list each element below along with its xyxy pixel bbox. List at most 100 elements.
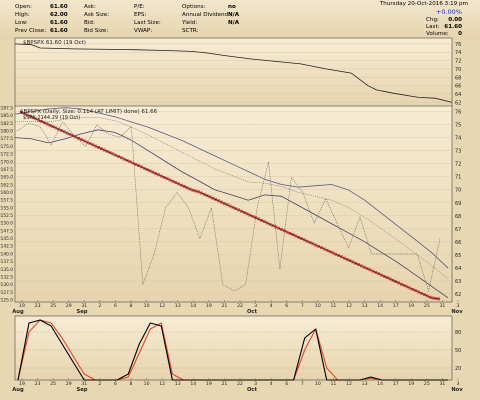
main-y-right-tick: 67 bbox=[455, 227, 461, 233]
osc-x-tick-label: 23 bbox=[35, 381, 41, 387]
pf-box bbox=[240, 209, 243, 213]
pf-box bbox=[331, 251, 335, 255]
pf-box bbox=[111, 152, 115, 156]
pf-box bbox=[371, 269, 375, 273]
row2-l3: EPS: bbox=[134, 12, 147, 18]
pf-box bbox=[391, 278, 395, 282]
pf-box bbox=[317, 245, 320, 248]
osc-x-tick-label: 31 bbox=[439, 381, 445, 387]
pf-box bbox=[242, 211, 246, 214]
pf-box bbox=[94, 144, 98, 148]
pf-box bbox=[205, 194, 209, 197]
pf-box bbox=[65, 131, 69, 135]
pf-box bbox=[234, 207, 238, 210]
main-x-tick-label: 12 bbox=[159, 303, 165, 309]
pf-box bbox=[337, 254, 340, 257]
main-y-right-tick: 74 bbox=[455, 136, 461, 142]
main-x-tick-label: 19 bbox=[408, 303, 414, 309]
volume-label: Volume: bbox=[426, 31, 449, 37]
chg-value: 0.00 bbox=[448, 17, 462, 23]
pf-box bbox=[271, 224, 275, 227]
pf-box bbox=[160, 174, 163, 178]
main-x-tick-label: 13 bbox=[175, 303, 181, 309]
pf-box bbox=[222, 202, 226, 205]
main-x-tick-label: 8 bbox=[130, 303, 133, 309]
pf-box bbox=[382, 274, 386, 278]
pf-box bbox=[437, 297, 440, 301]
main-y-left-tick: 2175.0 bbox=[0, 144, 13, 150]
pf-box bbox=[140, 165, 143, 169]
top-title: $BPSPX 61.60 (19 Oct) bbox=[23, 40, 86, 46]
row1-v1: 61.60 bbox=[50, 4, 68, 10]
main-y-left-tick: 2137.5 bbox=[0, 259, 13, 265]
series-band-1 bbox=[14, 129, 449, 299]
pf-box bbox=[354, 261, 358, 265]
row3-v1: 61.60 bbox=[50, 20, 68, 26]
main-y-left-tick: 2185.0 bbox=[0, 113, 13, 119]
row4-l4: SCTR: bbox=[182, 28, 199, 34]
pf-box bbox=[405, 285, 409, 289]
pf-box bbox=[422, 293, 426, 296]
pf-box bbox=[60, 129, 63, 132]
pf-box bbox=[82, 139, 86, 143]
pf-box bbox=[105, 149, 109, 153]
pf-box bbox=[225, 203, 229, 207]
row1-l4: Options: bbox=[182, 4, 206, 10]
pf-box bbox=[137, 164, 140, 167]
osc-x-tick-label: 25 bbox=[424, 381, 430, 387]
pf-box bbox=[308, 241, 312, 244]
pf-box bbox=[402, 284, 406, 287]
pf-box bbox=[434, 297, 438, 300]
pf-box bbox=[300, 237, 303, 240]
series-bpspx-main bbox=[19, 111, 441, 300]
top-y-tick: 72 bbox=[455, 59, 461, 65]
main-y-left-tick: 2157.5 bbox=[0, 198, 13, 204]
pf-box bbox=[217, 199, 220, 203]
row4-v1: 61.60 bbox=[50, 28, 68, 34]
osc-x-tick-label: 6 bbox=[114, 381, 117, 387]
main-x-tick-label: 19 bbox=[206, 303, 212, 309]
main-panel bbox=[14, 105, 453, 303]
pf-box bbox=[42, 121, 46, 125]
pf-box bbox=[154, 172, 158, 175]
osc-x-tick-label: 3 bbox=[457, 381, 460, 387]
pf-box bbox=[380, 273, 383, 277]
main-x-tick-label: 29 bbox=[66, 303, 72, 309]
pf-box bbox=[142, 166, 146, 170]
pf-box bbox=[185, 186, 189, 190]
main-x-tick-label: 31 bbox=[81, 303, 87, 309]
date-time: Thursday 20-Oct-2016 3:19 pm bbox=[379, 1, 468, 7]
pf-box bbox=[251, 215, 255, 218]
pf-box bbox=[62, 130, 66, 134]
osc-x-tick-label: 22 bbox=[237, 381, 243, 387]
pf-box bbox=[334, 252, 338, 256]
pf-box bbox=[202, 192, 206, 196]
main-y-right-tick: 72 bbox=[455, 162, 461, 168]
row1-l2: Ask: bbox=[84, 4, 96, 10]
main-y-right-tick: 63 bbox=[455, 279, 461, 285]
osc-x-month-sep: Sep bbox=[77, 387, 88, 393]
main-x-tick-label: 23 bbox=[35, 303, 41, 309]
pf-box bbox=[20, 110, 23, 114]
pf-box bbox=[328, 250, 332, 253]
pf-box bbox=[45, 122, 49, 126]
pf-box bbox=[274, 225, 278, 229]
main-x-tick-label: 25 bbox=[50, 303, 56, 309]
pf-box bbox=[231, 205, 235, 209]
main-y-left-tick: 2140.0 bbox=[0, 251, 13, 257]
osc-x-month-oct: Oct bbox=[247, 387, 257, 393]
top-y-tick: 68 bbox=[455, 75, 461, 81]
row4-l3: VWAP: bbox=[134, 28, 153, 34]
osc-x-tick-label: 19 bbox=[206, 381, 212, 387]
osc-x-tick-label: 10 bbox=[144, 381, 150, 387]
main-x-tick-label: 31 bbox=[439, 303, 445, 309]
top-y-tick: 74 bbox=[455, 50, 461, 56]
pf-box bbox=[71, 134, 75, 138]
osc-x-tick-label: 11 bbox=[330, 381, 336, 387]
pf-box bbox=[385, 276, 389, 279]
osc-y-tick: 50 bbox=[455, 348, 461, 354]
row3-l1: Low: bbox=[15, 20, 28, 26]
main-x-tick-label: 3 bbox=[457, 303, 460, 309]
main-y-left-tick: 2142.5 bbox=[0, 244, 13, 250]
pf-box bbox=[220, 200, 223, 204]
